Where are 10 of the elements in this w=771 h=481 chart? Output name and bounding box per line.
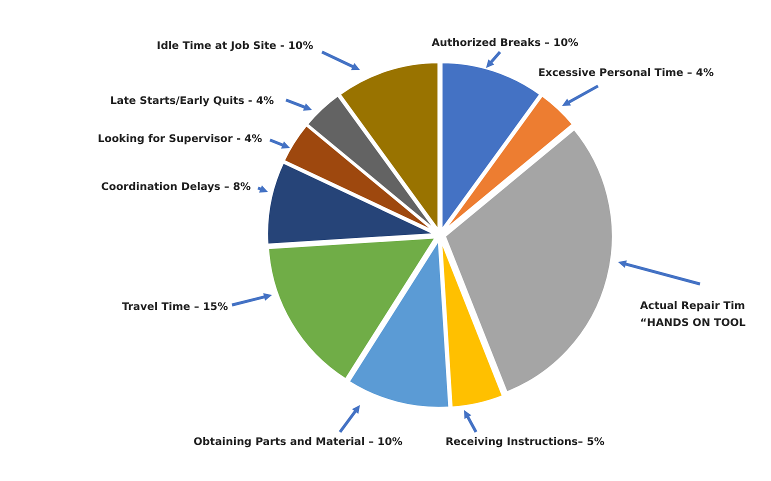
slice-label: Idle Time at Job Site - 10% xyxy=(156,40,314,52)
slice-label: Obtaining Parts and Material – 10% xyxy=(193,436,403,448)
slice-label: Excessive Personal Time – 4% xyxy=(538,67,714,79)
slice-label: Late Starts/Early Quits - 4% xyxy=(110,95,274,107)
slice-label: Authorized Breaks – 10% xyxy=(432,37,579,49)
slice-label: Looking for Supervisor - 4% xyxy=(98,133,263,145)
slice-label: Actual Repair Tim “HANDS ON TOOL xyxy=(640,300,746,329)
slice-label: Coordination Delays – 8% xyxy=(101,181,252,193)
slice-label: Receiving Instructions– 5% xyxy=(445,436,606,448)
slice-label: Travel Time – 15% xyxy=(122,301,228,313)
